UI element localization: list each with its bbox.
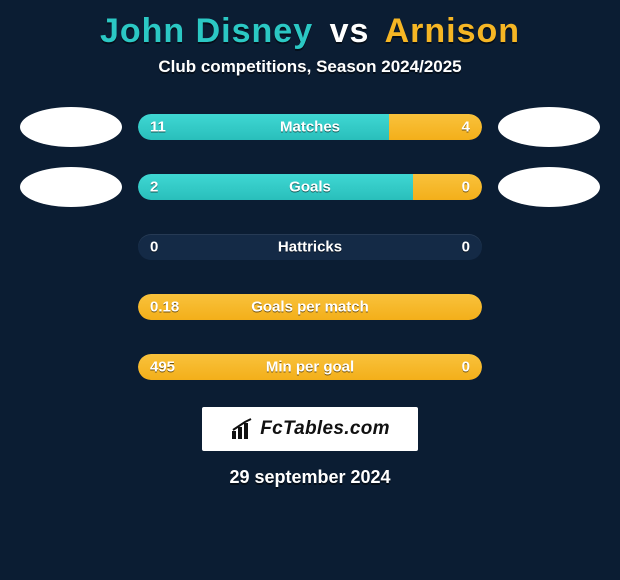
stat-label: Matches bbox=[280, 119, 340, 136]
stat-label: Goals bbox=[289, 179, 331, 196]
stat-row: 11 Matches 4 bbox=[0, 107, 620, 147]
stat-bar: 0 Hattricks 0 bbox=[138, 234, 482, 260]
bar-fill-left bbox=[138, 174, 413, 200]
stat-value-left: 0.18 bbox=[150, 299, 179, 316]
comparison-card: John Disney vs Arnison Club competitions… bbox=[0, 0, 620, 580]
stat-label: Min per goal bbox=[266, 359, 354, 376]
stat-value-right: 0 bbox=[462, 359, 470, 376]
stat-bar: 11 Matches 4 bbox=[138, 114, 482, 140]
stat-bars: 11 Matches 4 2 Goals 0 0 Hattricks 0 0.18 Goals pe… bbox=[0, 107, 620, 387]
vs-text: vs bbox=[330, 12, 370, 50]
stat-row: 0.18 Goals per match bbox=[0, 287, 620, 327]
stat-value-right: 4 bbox=[462, 119, 470, 136]
stat-value-left: 495 bbox=[150, 359, 175, 376]
attribution-text: FcTables.com bbox=[260, 418, 390, 440]
subtitle: Club competitions, Season 2024/2025 bbox=[0, 57, 620, 77]
date-text: 29 september 2024 bbox=[0, 467, 620, 488]
attribution-badge: FcTables.com bbox=[202, 407, 418, 451]
stat-bar: 0.18 Goals per match bbox=[138, 294, 482, 320]
page-title: John Disney vs Arnison bbox=[0, 12, 620, 51]
stat-value-right: 0 bbox=[462, 179, 470, 196]
stat-value-left: 11 bbox=[150, 119, 166, 136]
bars-icon bbox=[230, 417, 254, 441]
stat-bar: 495 Min per goal 0 bbox=[138, 354, 482, 380]
stat-row: 2 Goals 0 bbox=[0, 167, 620, 207]
stat-bar: 2 Goals 0 bbox=[138, 174, 482, 200]
stat-label: Hattricks bbox=[278, 239, 342, 256]
player-b-avatar bbox=[498, 107, 600, 147]
player-b-name: Arnison bbox=[385, 12, 520, 50]
stat-value-right: 0 bbox=[462, 239, 470, 256]
bar-fill-left bbox=[138, 114, 389, 140]
stat-value-left: 2 bbox=[150, 179, 158, 196]
bar-fill-right bbox=[413, 174, 482, 200]
player-a-name: John Disney bbox=[100, 12, 313, 50]
stat-value-left: 0 bbox=[150, 239, 158, 256]
stat-row: 495 Min per goal 0 bbox=[0, 347, 620, 387]
player-b-avatar bbox=[498, 167, 600, 207]
stat-row: 0 Hattricks 0 bbox=[0, 227, 620, 267]
player-a-avatar bbox=[20, 107, 122, 147]
stat-label: Goals per match bbox=[251, 299, 369, 316]
player-a-avatar bbox=[20, 167, 122, 207]
